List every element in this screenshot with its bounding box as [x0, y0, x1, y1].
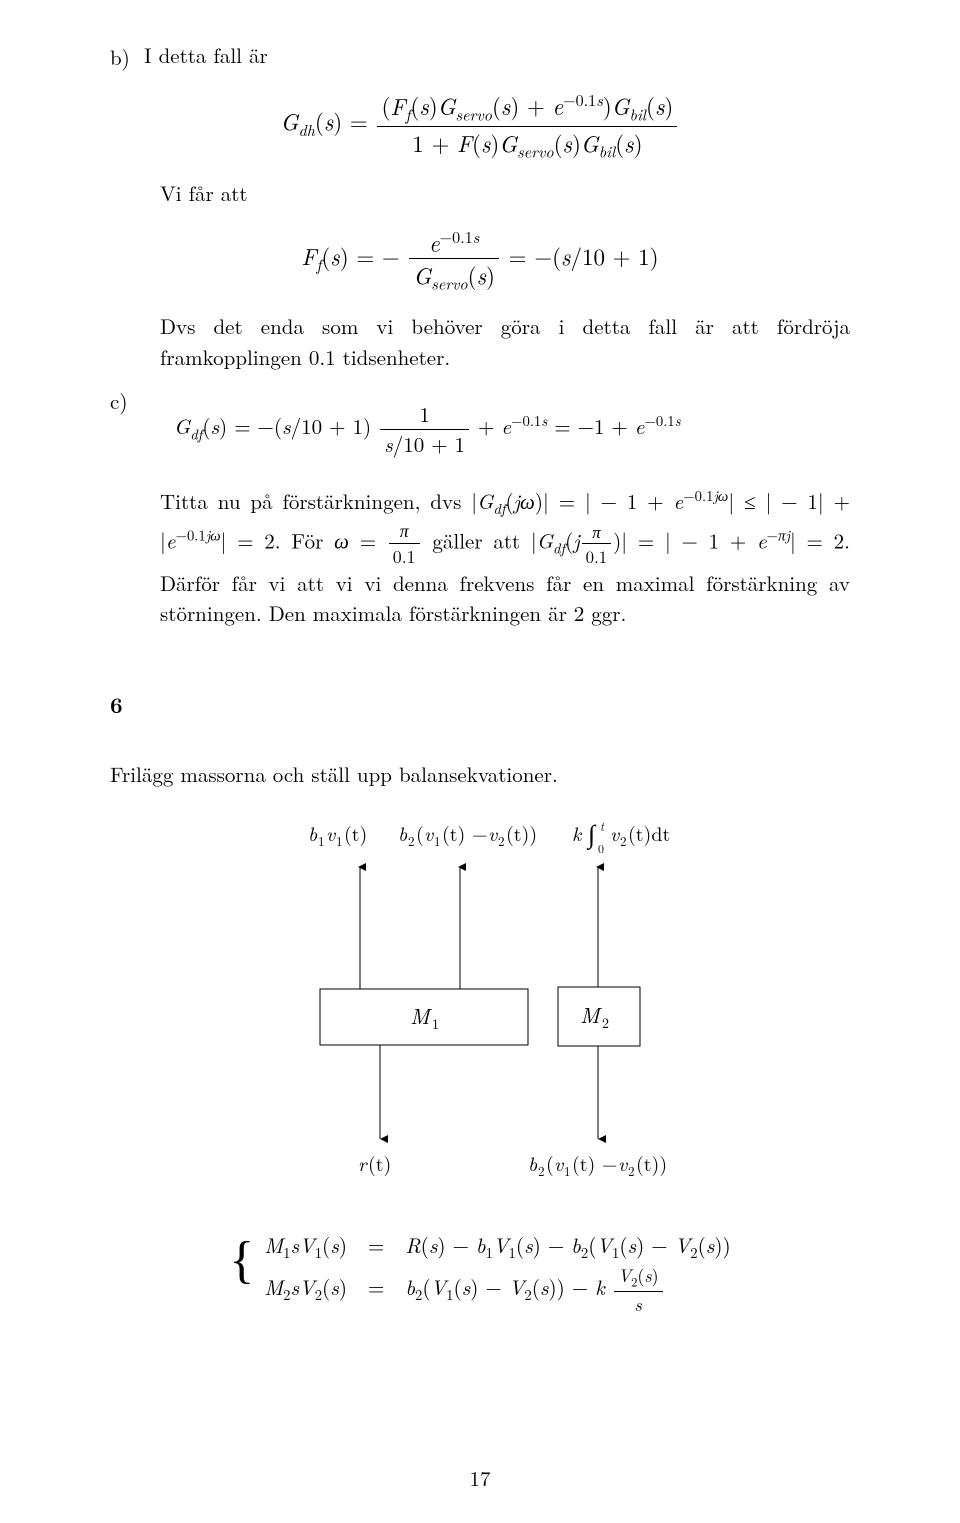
svg-text:v: v [326, 819, 336, 847]
dvs-text: Dvs det enda som vi behöver göra i detta… [160, 311, 850, 372]
svg-text:v: v [618, 1148, 628, 1177]
item-c-para: Titta nu på förstärkningen, dvs |Gdf(jω)… [160, 485, 850, 628]
svg-text:v: v [554, 1148, 564, 1177]
svg-text:v: v [424, 819, 434, 847]
svg-text:1: 1 [336, 831, 343, 850]
eq-gdh: Gdh(s) = (Ff(s)Gservo(s) + e−0.1s)Gbil(s… [110, 90, 850, 160]
svg-text:v: v [488, 819, 498, 847]
svg-text:(: ( [546, 1148, 554, 1177]
svg-text:(: ( [416, 819, 424, 847]
svg-text:v: v [610, 819, 620, 847]
svg-text:(t) −: (t) − [572, 1148, 618, 1177]
svg-text:0: 0 [598, 840, 604, 857]
svg-text:1: 1 [432, 1014, 439, 1034]
system-row-1: M1sV1(s) = R(s) − b1V1(s) − b2(V1(s) − V… [264, 1229, 730, 1265]
svg-text:2: 2 [408, 831, 415, 850]
page-number: 17 [110, 1463, 850, 1493]
svg-text:(t)): (t)) [506, 819, 537, 847]
svg-text:1: 1 [434, 831, 441, 850]
lbl-b2diff: b [398, 819, 408, 847]
svg-text:(t): (t) [368, 1148, 391, 1177]
item-b: b) I detta fall är [110, 40, 850, 72]
svg-text:1: 1 [564, 1161, 571, 1180]
svg-text:2: 2 [628, 1161, 635, 1180]
lbl-kint: k [572, 819, 583, 847]
section-6-label: 6 [110, 689, 850, 720]
lbl-b1v1: b [308, 819, 318, 847]
item-b-lead: I detta fall är [144, 40, 268, 70]
svg-text:2: 2 [538, 1161, 545, 1180]
item-c-label: c) [110, 384, 144, 416]
lbl-rt: r [358, 1148, 368, 1177]
vi-far-att: Vi får att [160, 178, 850, 208]
item-c-content: Gdf(s) = −(s/10 + 1) 1 s/10 + 1 + e−0.1s… [144, 384, 850, 475]
svg-text:(t)): (t)) [636, 1148, 667, 1177]
svg-text:∫: ∫ [586, 819, 597, 851]
diagram-svg: b 1 v 1 (t) b 2 ( v 1 (t) − v 2 (t)) k ∫… [240, 819, 720, 1189]
svg-text:2: 2 [620, 831, 627, 850]
svg-text:(t): (t) [344, 819, 367, 847]
page: b) I detta fall är Gdh(s) = (Ff(s)Gservo… [0, 0, 960, 1523]
item-b-label: b) [110, 40, 144, 72]
svg-text:(t)dt: (t)dt [628, 819, 670, 847]
lbl-b1v1-sub: 1 [318, 831, 325, 850]
eq-gdf: Gdf(s) = −(s/10 + 1) 1 s/10 + 1 + e−0.1s… [174, 402, 850, 457]
item-b-content: I detta fall är [144, 40, 850, 70]
free-body-diagram: b 1 v 1 (t) b 2 ( v 1 (t) − v 2 (t)) k ∫… [110, 819, 850, 1189]
item-c: c) Gdf(s) = −(s/10 + 1) 1 s/10 + 1 + e−0… [110, 384, 850, 475]
block-m2-label: M [580, 999, 603, 1030]
eq-ff: Ff(s) = − e−0.1s Gservo(s) = −(s/10 + 1) [110, 227, 850, 293]
svg-text:2: 2 [498, 831, 505, 850]
block-m1-label: M [410, 1000, 433, 1031]
svg-text:t: t [600, 819, 605, 835]
system-row-2: M2sV2(s) = b2(V1(s) − V2(s)) − k V2(s) s [264, 1265, 730, 1316]
brace-icon: { [229, 1235, 254, 1322]
svg-text:(t) −: (t) − [442, 819, 488, 847]
section-6-intro: Frilägg massorna och ställ upp balansekv… [110, 760, 850, 789]
system-equations: { M1sV1(s) = R(s) − b1V1(s) − b2(V1(s) −… [110, 1229, 850, 1316]
svg-text:2: 2 [602, 1013, 609, 1033]
lbl-b2diff-bot: b [528, 1148, 538, 1177]
